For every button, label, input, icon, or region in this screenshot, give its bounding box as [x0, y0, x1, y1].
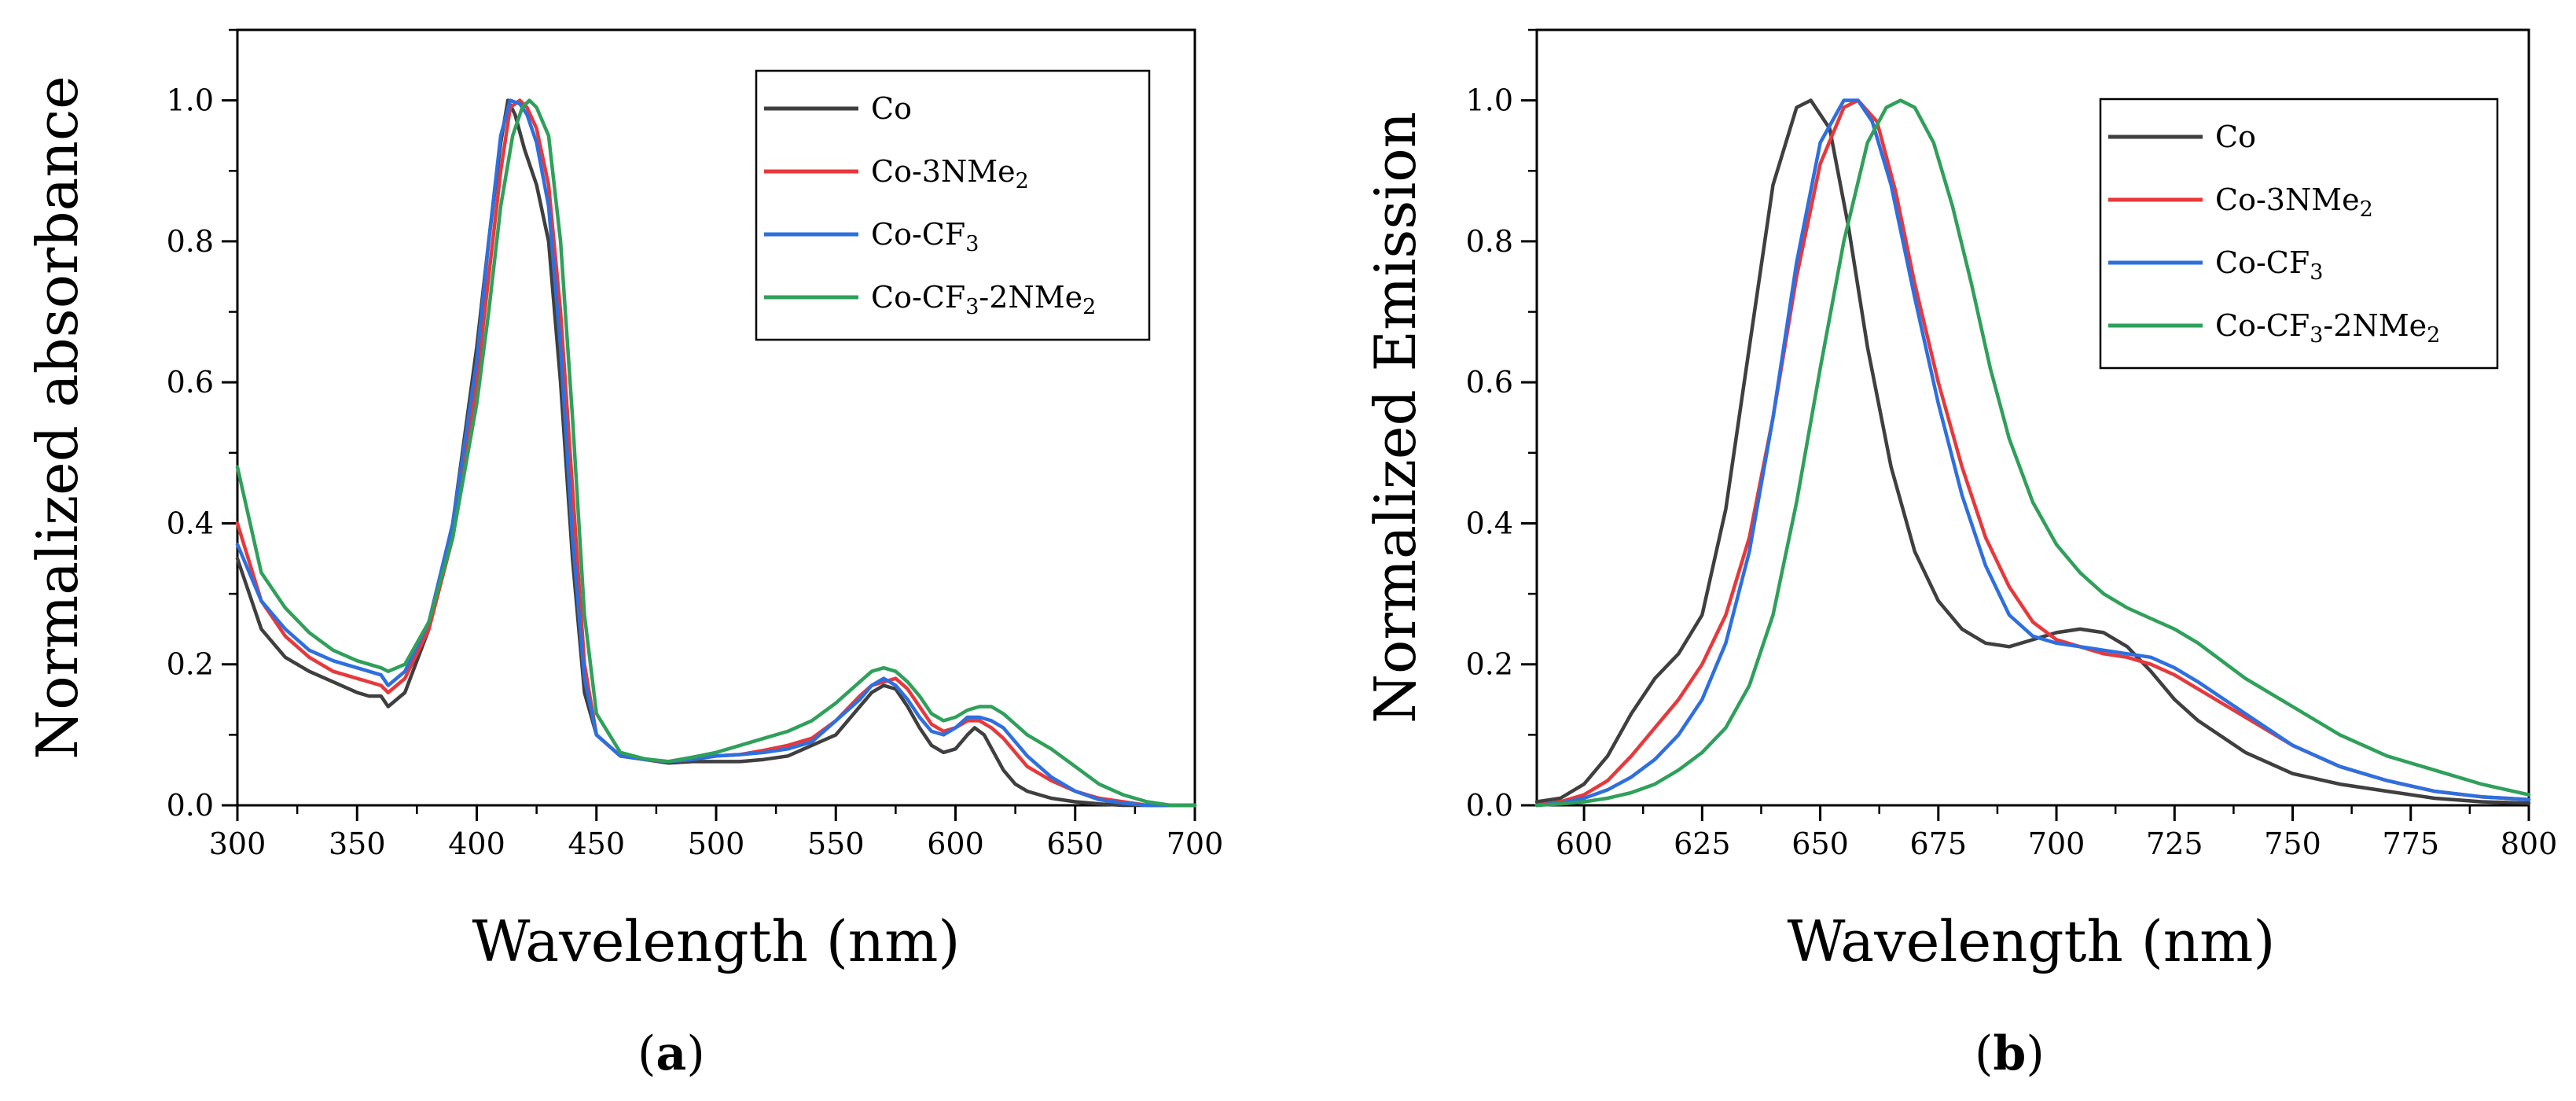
panel-label-b: (b)	[1975, 1026, 2045, 1081]
y-tick-label: 0.0	[1466, 788, 1513, 823]
legend-label: Co	[2215, 120, 2256, 154]
ticks-a: 300 350 400 450 500 550 600 650 700 0.0 0.2 0.4 0.6 0…	[167, 28, 1224, 861]
panel-label-a: (a)	[638, 1026, 705, 1081]
plot-area-b	[1535, 28, 2530, 807]
y-tick-label: 0.8	[167, 224, 214, 259]
legend-label: Co-CF3	[871, 217, 979, 256]
legend-label: Co-CF3-2NMe2	[871, 280, 1096, 319]
legend-b: Co Co-3NMe2 Co-CF3 Co-CF3-2NMe2	[2108, 120, 2440, 348]
x-tick-label: 550	[807, 827, 865, 861]
series-lines-a	[235, 98, 1197, 808]
legend-box-a	[755, 69, 1151, 341]
series-line-co-cf3	[235, 98, 1197, 808]
series-line-co-cf3-2nme2	[1534, 98, 2531, 808]
y-tick-label: 1.0	[167, 83, 214, 118]
x-axis-title-b: Wavelength (nm)	[1787, 908, 2275, 974]
x-tick-label: 400	[448, 827, 505, 861]
y-axis-title-a: Normalized absorbance	[24, 75, 90, 760]
x-tick-label: 600	[927, 827, 984, 861]
y-tick-label: 0.2	[1466, 647, 1513, 682]
y-tick-label: 0.6	[1466, 365, 1513, 400]
x-tick-label: 700	[2028, 827, 2085, 861]
series-line-co-3nme2	[1534, 98, 2531, 808]
x-tick-label: 600	[1556, 827, 1613, 861]
panel-letter-b: b	[1993, 1026, 2026, 1081]
legend-label: Co-3NMe2	[2215, 182, 2373, 222]
series-line-co	[1534, 98, 2531, 805]
legend-label: Co	[871, 91, 912, 126]
x-axis-title-a: Wavelength (nm)	[472, 908, 960, 974]
legend-box-b	[2099, 98, 2499, 370]
y-tick-label: 0.0	[167, 788, 214, 823]
x-tick-label: 450	[568, 827, 625, 861]
y-tick-label: 0.4	[1466, 506, 1513, 540]
x-tick-label: 675	[1910, 827, 1968, 861]
y-tick-label: 1.0	[1466, 83, 1513, 118]
legend-a: Co Co-3NMe2 Co-CF3 Co-CF3-2NMe2	[764, 91, 1096, 319]
x-tick-label: 350	[329, 827, 386, 861]
x-tick-label: 500	[688, 827, 745, 861]
x-tick-label: 650	[1791, 827, 1849, 861]
legend-label: Co-CF3-2NMe2	[2215, 308, 2440, 348]
legend-label: Co-3NMe2	[871, 154, 1029, 193]
x-tick-label: 300	[209, 827, 266, 861]
x-tick-label: 700	[1167, 827, 1224, 861]
series-line-co	[235, 98, 1197, 808]
ticks-b: 600 625 650 675 700 725 750 775 800 0.0 0.2 0.4 0.6 0…	[1466, 28, 2558, 861]
x-tick-label: 625	[1674, 827, 1731, 861]
y-tick-label: 0.6	[167, 365, 214, 400]
x-tick-label: 775	[2382, 827, 2439, 861]
x-tick-label: 650	[1046, 827, 1104, 861]
panel-a-absorbance: 300 350 400 450 500 550 600 650 700 0.0 0.2 0.4 0.6 0…	[24, 28, 1224, 1081]
y-tick-label: 0.4	[167, 506, 214, 540]
y-tick-label: 0.8	[1466, 224, 1513, 259]
series-line-co-cf3-2nme2	[235, 98, 1197, 808]
legend-label: Co-CF3	[2215, 245, 2323, 285]
y-axis-title-b: Normalized Emission	[1362, 112, 1428, 724]
panel-b-emission: 600 625 650 675 700 725 750 775 800 0.0 0.2 0.4 0.6 0…	[1362, 28, 2558, 1081]
x-tick-label: 800	[2501, 827, 2558, 861]
panel-letter-a: a	[656, 1026, 686, 1081]
x-tick-label: 750	[2264, 827, 2321, 861]
series-lines-b	[1534, 98, 2531, 808]
x-tick-label: 725	[2146, 827, 2203, 861]
y-tick-label: 0.2	[167, 647, 214, 682]
series-line-co-cf3	[1534, 98, 2531, 808]
